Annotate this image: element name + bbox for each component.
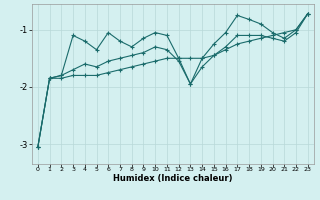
X-axis label: Humidex (Indice chaleur): Humidex (Indice chaleur) — [113, 174, 233, 183]
